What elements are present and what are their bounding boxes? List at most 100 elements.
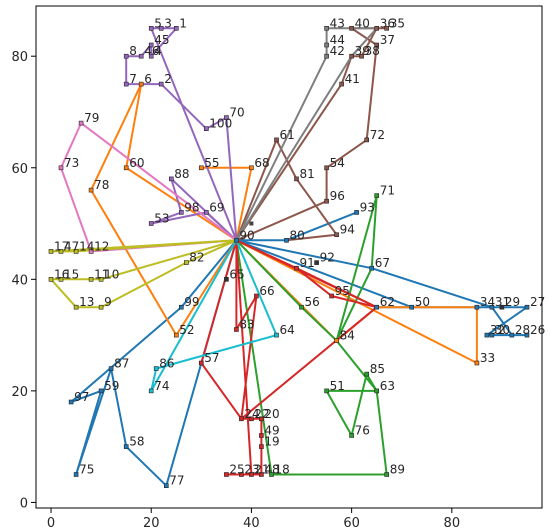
- node-label: 81: [300, 167, 315, 181]
- node-marker: [148, 388, 154, 394]
- node-label: 54: [330, 156, 345, 170]
- node-marker: [284, 238, 289, 243]
- node-marker: [169, 176, 174, 182]
- node-marker: [259, 433, 264, 438]
- node-marker: [409, 304, 415, 310]
- node-label: 26: [530, 323, 545, 337]
- node-label: 92: [320, 251, 335, 265]
- y-tick-label: 60: [11, 162, 28, 177]
- node-label: 63: [380, 379, 395, 393]
- node-label: 40: [355, 16, 370, 30]
- node-label: 59: [104, 379, 119, 393]
- node-label: 32: [490, 323, 505, 337]
- y-tick-label: 80: [11, 50, 28, 65]
- node-marker: [524, 332, 530, 338]
- node-marker: [324, 25, 329, 31]
- node-labels-layer: 1234567891011121314151617181920212223242…: [54, 16, 545, 487]
- node-label: 66: [259, 284, 274, 298]
- node-label: 3: [164, 16, 172, 30]
- node-label: 18: [275, 463, 290, 477]
- node-label: 53: [154, 212, 169, 226]
- node-label: 30: [495, 323, 510, 337]
- nodes-layer: [48, 25, 530, 489]
- node-label: 17: [54, 239, 69, 253]
- node-marker: [199, 360, 204, 366]
- node-marker: [334, 338, 339, 344]
- node-label: 38: [365, 44, 380, 58]
- node-label: 100: [209, 117, 232, 131]
- node-label: 95: [335, 284, 350, 298]
- node-marker: [153, 366, 159, 371]
- node-label: 61: [280, 128, 295, 142]
- node-marker: [374, 388, 380, 394]
- node-label: 51: [330, 379, 345, 393]
- node-marker: [324, 53, 329, 59]
- node-label: 14: [79, 239, 94, 253]
- node-marker: [374, 193, 380, 198]
- node-label: 5: [154, 16, 162, 30]
- node-marker: [274, 332, 279, 338]
- node-marker: [374, 304, 380, 310]
- node-marker: [509, 332, 515, 338]
- node-marker: [48, 276, 54, 282]
- node-label: 60: [129, 156, 144, 170]
- y-tick-label: 20: [11, 385, 28, 400]
- node-label: 74: [154, 379, 169, 393]
- node-marker: [234, 238, 239, 243]
- node-label: 15: [64, 267, 79, 281]
- node-label: 12: [94, 239, 109, 253]
- node-label: 16: [54, 267, 69, 281]
- node-label: 41: [345, 72, 360, 86]
- node-marker: [179, 304, 184, 310]
- node-label: 86: [159, 357, 174, 371]
- y-tick-label: 40: [11, 273, 28, 288]
- node-marker: [274, 137, 279, 143]
- node-label: 37: [380, 33, 395, 47]
- node-marker: [224, 276, 229, 282]
- route-line-5: [125, 27, 238, 242]
- node-marker: [474, 304, 480, 310]
- node-marker: [334, 232, 339, 237]
- node-marker: [123, 165, 129, 171]
- node-label: 39: [355, 44, 370, 58]
- node-marker: [499, 304, 505, 310]
- node-marker: [324, 42, 329, 48]
- node-marker: [88, 276, 94, 282]
- node-marker: [98, 276, 104, 282]
- node-label: 27: [530, 295, 545, 309]
- node-label: 82: [189, 251, 204, 265]
- node-marker: [249, 165, 254, 171]
- node-marker: [148, 42, 154, 48]
- node-marker: [524, 304, 530, 310]
- node-marker: [259, 472, 264, 477]
- node-marker: [58, 165, 64, 171]
- node-marker: [249, 472, 254, 477]
- node-label: 62: [380, 295, 395, 309]
- node-marker: [489, 304, 495, 310]
- node-label: 9: [104, 295, 112, 309]
- node-label: 2: [164, 72, 172, 86]
- node-label: 22: [254, 407, 269, 421]
- node-marker: [324, 165, 329, 171]
- node-label: 35: [390, 16, 405, 30]
- node-marker: [349, 25, 354, 31]
- node-marker: [204, 210, 209, 215]
- node-label: 88: [174, 167, 189, 181]
- node-marker: [138, 81, 144, 87]
- node-marker: [384, 472, 390, 477]
- node-label: 87: [114, 357, 129, 371]
- node-label: 20: [264, 407, 279, 421]
- node-marker: [384, 25, 390, 31]
- node-label: 44: [330, 33, 345, 47]
- node-label: 89: [390, 463, 405, 477]
- node-marker: [164, 483, 169, 489]
- node-label: 28: [515, 323, 530, 337]
- node-marker: [324, 198, 329, 204]
- node-marker: [324, 388, 329, 394]
- node-marker: [138, 53, 144, 59]
- node-label: 29: [505, 295, 520, 309]
- node-label: 90: [239, 228, 254, 242]
- node-marker: [174, 25, 179, 31]
- node-label: 57: [204, 351, 219, 365]
